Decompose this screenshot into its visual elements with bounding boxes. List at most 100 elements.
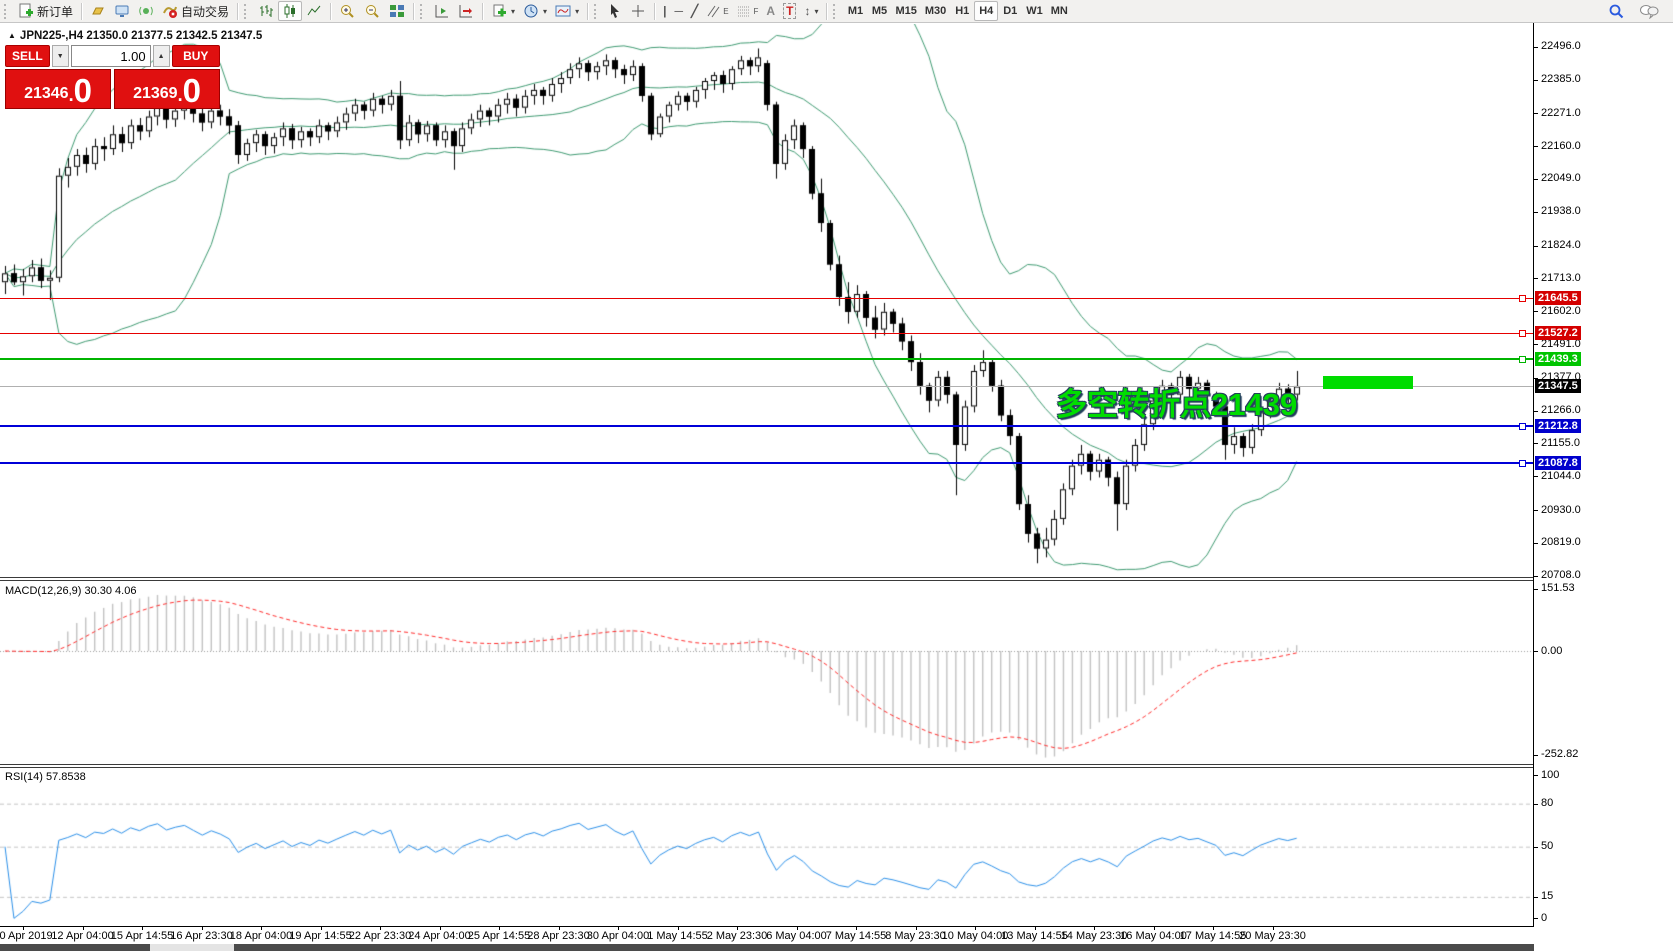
candlestick-chart-button[interactable] (278, 1, 303, 21)
sell-price-box[interactable]: 21346. 0 (5, 69, 111, 109)
time-axis-line (0, 926, 1534, 927)
search-button[interactable] (1604, 1, 1629, 21)
timeframe-m1-button[interactable]: M1 (843, 1, 867, 21)
timeframe-m30-button[interactable]: M30 (921, 1, 950, 21)
time-tick-label: 19 Apr 14:55 (289, 930, 352, 942)
line-handle[interactable] (1519, 294, 1526, 302)
timeframe-m15-button[interactable]: M15 (891, 1, 920, 21)
cursor-tool-button[interactable] (604, 1, 626, 21)
price-tick (1533, 410, 1538, 412)
text-tool-button[interactable]: A (762, 1, 779, 21)
separator (81, 2, 83, 20)
time-tick-label: 20 May 23:30 (1239, 930, 1306, 942)
time-tick (82, 926, 84, 930)
auto-scroll-button[interactable] (430, 1, 454, 21)
line-handle[interactable] (1519, 355, 1526, 363)
rsi-tick (1533, 896, 1538, 898)
turning-point-annotation[interactable]: 多空转折点21439 (1056, 387, 1298, 422)
templates-button[interactable]: ▾ (487, 1, 519, 21)
line-handle[interactable] (1519, 459, 1526, 467)
toolbar-grip[interactable] (244, 3, 251, 19)
timeframe-m5-button[interactable]: M5 (867, 1, 891, 21)
horizontal-line-tool-button[interactable]: ─ (670, 1, 687, 21)
time-tick (915, 926, 917, 930)
price-tick (1533, 443, 1538, 445)
time-tick-label: 18 Apr 04:00 (229, 930, 293, 942)
scrollbar-thumb[interactable] (150, 944, 234, 951)
crosshair-tool-button[interactable] (626, 1, 650, 21)
collapse-trade-panel-icon[interactable]: ▲ (8, 31, 16, 40)
time-tick (1213, 926, 1214, 930)
periods-button[interactable]: ▾ (519, 1, 551, 21)
volume-increase-button[interactable]: ▲ (152, 45, 170, 67)
timeframe-d1-button[interactable]: D1 (998, 1, 1022, 21)
zoom-in-button[interactable] (335, 1, 360, 21)
price-tick (1533, 575, 1538, 577)
chat-button[interactable] (1635, 1, 1663, 21)
horizontal-line-object[interactable] (0, 332, 1533, 334)
separator (826, 2, 828, 20)
timeframe-h4-button[interactable]: H4 (974, 1, 999, 21)
market-watch-button[interactable] (86, 1, 110, 21)
toolbar: 新订单 自动交易 ▾ ▾ ▾ | ─ ╱ E F A T ↕ ▾ M1 M5 M1… (0, 0, 1673, 23)
equidistant-channel-icon (706, 4, 720, 18)
volume-decrease-button[interactable]: ▼ (51, 45, 69, 67)
line-handle[interactable] (1519, 329, 1526, 337)
chart-shift-button[interactable] (454, 1, 478, 21)
panel-divider[interactable] (0, 577, 1534, 581)
horizontal-line-object[interactable] (0, 425, 1533, 428)
sell-button[interactable]: SELL (5, 45, 50, 67)
main-chart-canvas[interactable] (0, 24, 1534, 577)
tile-windows-button[interactable] (385, 1, 409, 21)
time-tick (23, 926, 24, 930)
bar-chart-button[interactable] (254, 1, 278, 21)
timeframe-h1-button[interactable]: H1 (950, 1, 974, 21)
vertical-line-tool-button[interactable]: | (659, 1, 670, 21)
terminal-button[interactable] (110, 1, 134, 21)
new-order-button[interactable]: 新订单 (14, 1, 77, 21)
toolbar-grip[interactable] (833, 3, 840, 19)
autotrading-button[interactable]: 自动交易 (158, 1, 233, 21)
rsi-panel-canvas[interactable] (0, 768, 1534, 926)
zoom-out-button[interactable] (360, 1, 385, 21)
macd-panel-canvas[interactable] (0, 581, 1534, 764)
autotrading-label: 自动交易 (181, 4, 230, 19)
toolbar-grip[interactable] (420, 3, 427, 19)
volume-input[interactable] (70, 45, 151, 67)
horizontal-line-object[interactable] (0, 462, 1533, 465)
price-tick (1533, 542, 1538, 544)
toolbar-grip[interactable] (594, 3, 601, 19)
zoom-in-icon (339, 3, 356, 20)
horizontal-line-object[interactable] (0, 358, 1533, 361)
signals-button[interactable] (134, 1, 158, 21)
timeframe-mn-button[interactable]: MN (1047, 1, 1072, 21)
buy-price: 21369 (133, 85, 178, 102)
trendline-tool-button[interactable]: ╱ (687, 1, 702, 21)
buy-button[interactable]: BUY (171, 45, 220, 67)
price-line-label: 21087.8 (1535, 456, 1581, 471)
macd-tick (1533, 754, 1538, 756)
horizontal-line-object[interactable] (0, 297, 1533, 299)
fibonacci-tool-button[interactable]: F (733, 1, 763, 21)
bid-price-line (0, 386, 1533, 388)
line-chart-button[interactable] (302, 1, 326, 21)
separator (654, 2, 656, 20)
buy-price-box[interactable]: 21369. 0 (114, 69, 220, 109)
gold-bar-icon (90, 3, 106, 19)
chart-title: ▲ JPN225-,H4 21350.0 21377.5 21342.5 2134… (8, 30, 263, 42)
price-tick-label: 22385.0 (1541, 73, 1581, 86)
price-tick-label: 22160.0 (1541, 139, 1581, 152)
terminal-icon (114, 3, 130, 19)
time-tick-label: 24 Apr 04:00 (408, 930, 471, 942)
horizontal-scrollbar[interactable] (0, 944, 1534, 951)
line-handle[interactable] (1519, 422, 1526, 430)
indicators-button[interactable]: ▾ (551, 1, 583, 21)
timeframe-w1-button[interactable]: W1 (1022, 1, 1047, 21)
toolbar-grip[interactable] (4, 3, 11, 19)
channel-tool-button[interactable]: E (702, 1, 732, 21)
macd-tick-label: -252.82 (1541, 748, 1579, 761)
panel-divider[interactable] (0, 764, 1534, 768)
highlight-rectangle[interactable] (1323, 376, 1413, 389)
arrows-tool-button[interactable]: ↕ ▾ (800, 1, 822, 21)
text-label-tool-button[interactable]: T (779, 1, 800, 21)
